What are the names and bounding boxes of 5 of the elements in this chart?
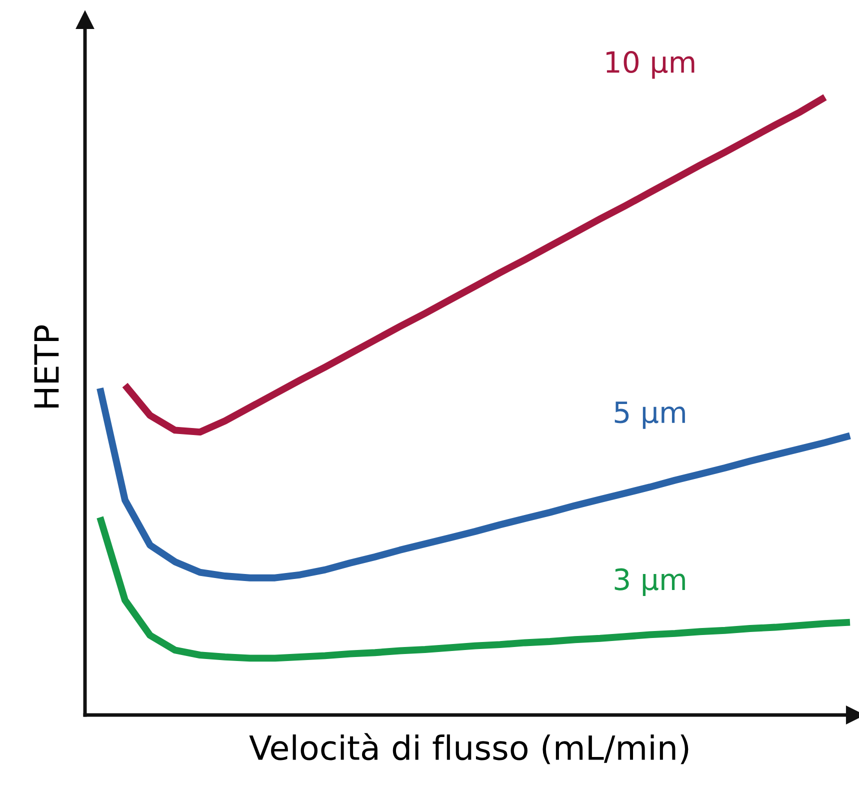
series-label: 5 µm	[614, 402, 685, 429]
y-axis-title: HETP	[34, 325, 59, 408]
x-axis-title: Velocità di flusso (mL/min)	[249, 733, 688, 764]
series-label: 3 µm	[614, 568, 685, 596]
text: 10 µm	[606, 50, 694, 79]
